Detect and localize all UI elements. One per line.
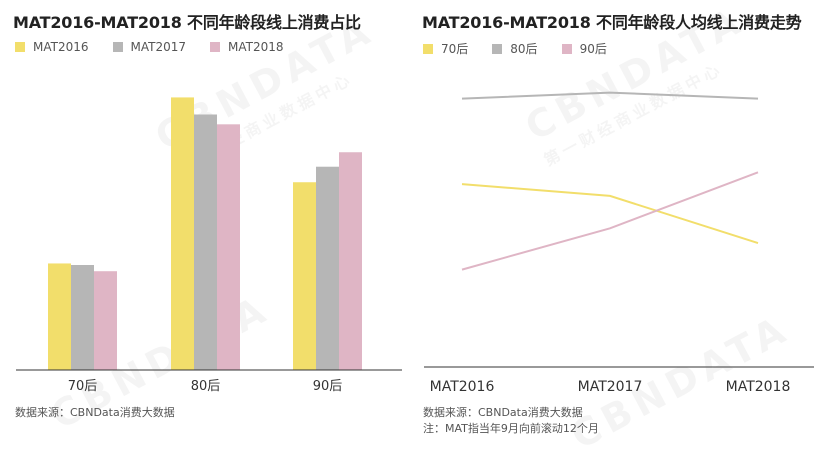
x-tick-label: 70后: [68, 379, 98, 394]
bar: [194, 114, 217, 370]
x-tick-label: MAT2017: [578, 379, 643, 395]
legend-item: MAT2017: [112, 40, 187, 54]
legend-swatch: [423, 43, 433, 54]
legend-label: 90后: [579, 42, 607, 56]
bar: [171, 97, 194, 371]
legend-item: 70后: [423, 40, 468, 57]
legend-item: 80后: [492, 40, 538, 57]
chart-title: MAT2016-MAT2018 不同年龄段线上消费占比: [13, 13, 361, 32]
legend-label: MAT2017: [130, 40, 187, 54]
bar: [94, 271, 117, 370]
series-line: [461, 91, 759, 100]
legend-label: MAT2018: [228, 40, 284, 54]
line-chart-plot: MAT2016 MAT2017 MAT2018: [424, 91, 814, 395]
legend-swatch: [492, 43, 503, 54]
legend-item: 90后: [561, 40, 607, 57]
chart-title: MAT2016-MAT2018 不同年龄段人均线上消费走势: [422, 13, 802, 32]
legend-label: MAT2016: [33, 40, 89, 54]
bar: [339, 152, 362, 370]
legend-swatch: [561, 43, 572, 54]
chart-legend: 70后 80后 90后: [423, 40, 631, 57]
line-chart-panel: MAT2016-MAT2018 不同年龄段人均线上消费走势 70后 80后 90…: [414, 0, 829, 449]
footnote: 注：MAT指当年9月向前滚动12个月: [423, 422, 599, 435]
bar: [316, 166, 339, 370]
bar: [71, 265, 94, 370]
data-source: 数据来源：CBNData消费大数据 注：MAT指当年9月向前滚动12个月: [423, 406, 599, 435]
legend-swatch: [15, 42, 25, 52]
legend-item: MAT2016: [15, 40, 89, 54]
bar-chart-plot: 70后 80后 90后: [16, 97, 402, 394]
chart-legend: MAT2016 MAT2017 MAT2018: [15, 40, 308, 54]
x-tick-label: MAT2016: [430, 379, 495, 395]
data-source: 数据来源：CBNData消费大数据: [15, 406, 175, 419]
series-line: [461, 171, 759, 271]
bar: [217, 124, 240, 370]
series-line: [461, 183, 759, 245]
legend-label: 70后: [441, 42, 469, 56]
legend-item: MAT2018: [210, 40, 284, 54]
legend-label: 80后: [510, 42, 538, 56]
x-tick-label: MAT2018: [726, 379, 791, 395]
bar-chart-panel: MAT2016-MAT2018 不同年龄段线上消费占比 MAT2016 MAT2…: [0, 0, 414, 449]
legend-swatch: [112, 42, 123, 52]
x-tick-label: 80后: [191, 379, 221, 394]
bar: [293, 182, 316, 370]
legend-swatch: [210, 42, 220, 52]
bar: [48, 263, 71, 370]
x-tick-label: 90后: [313, 379, 343, 394]
